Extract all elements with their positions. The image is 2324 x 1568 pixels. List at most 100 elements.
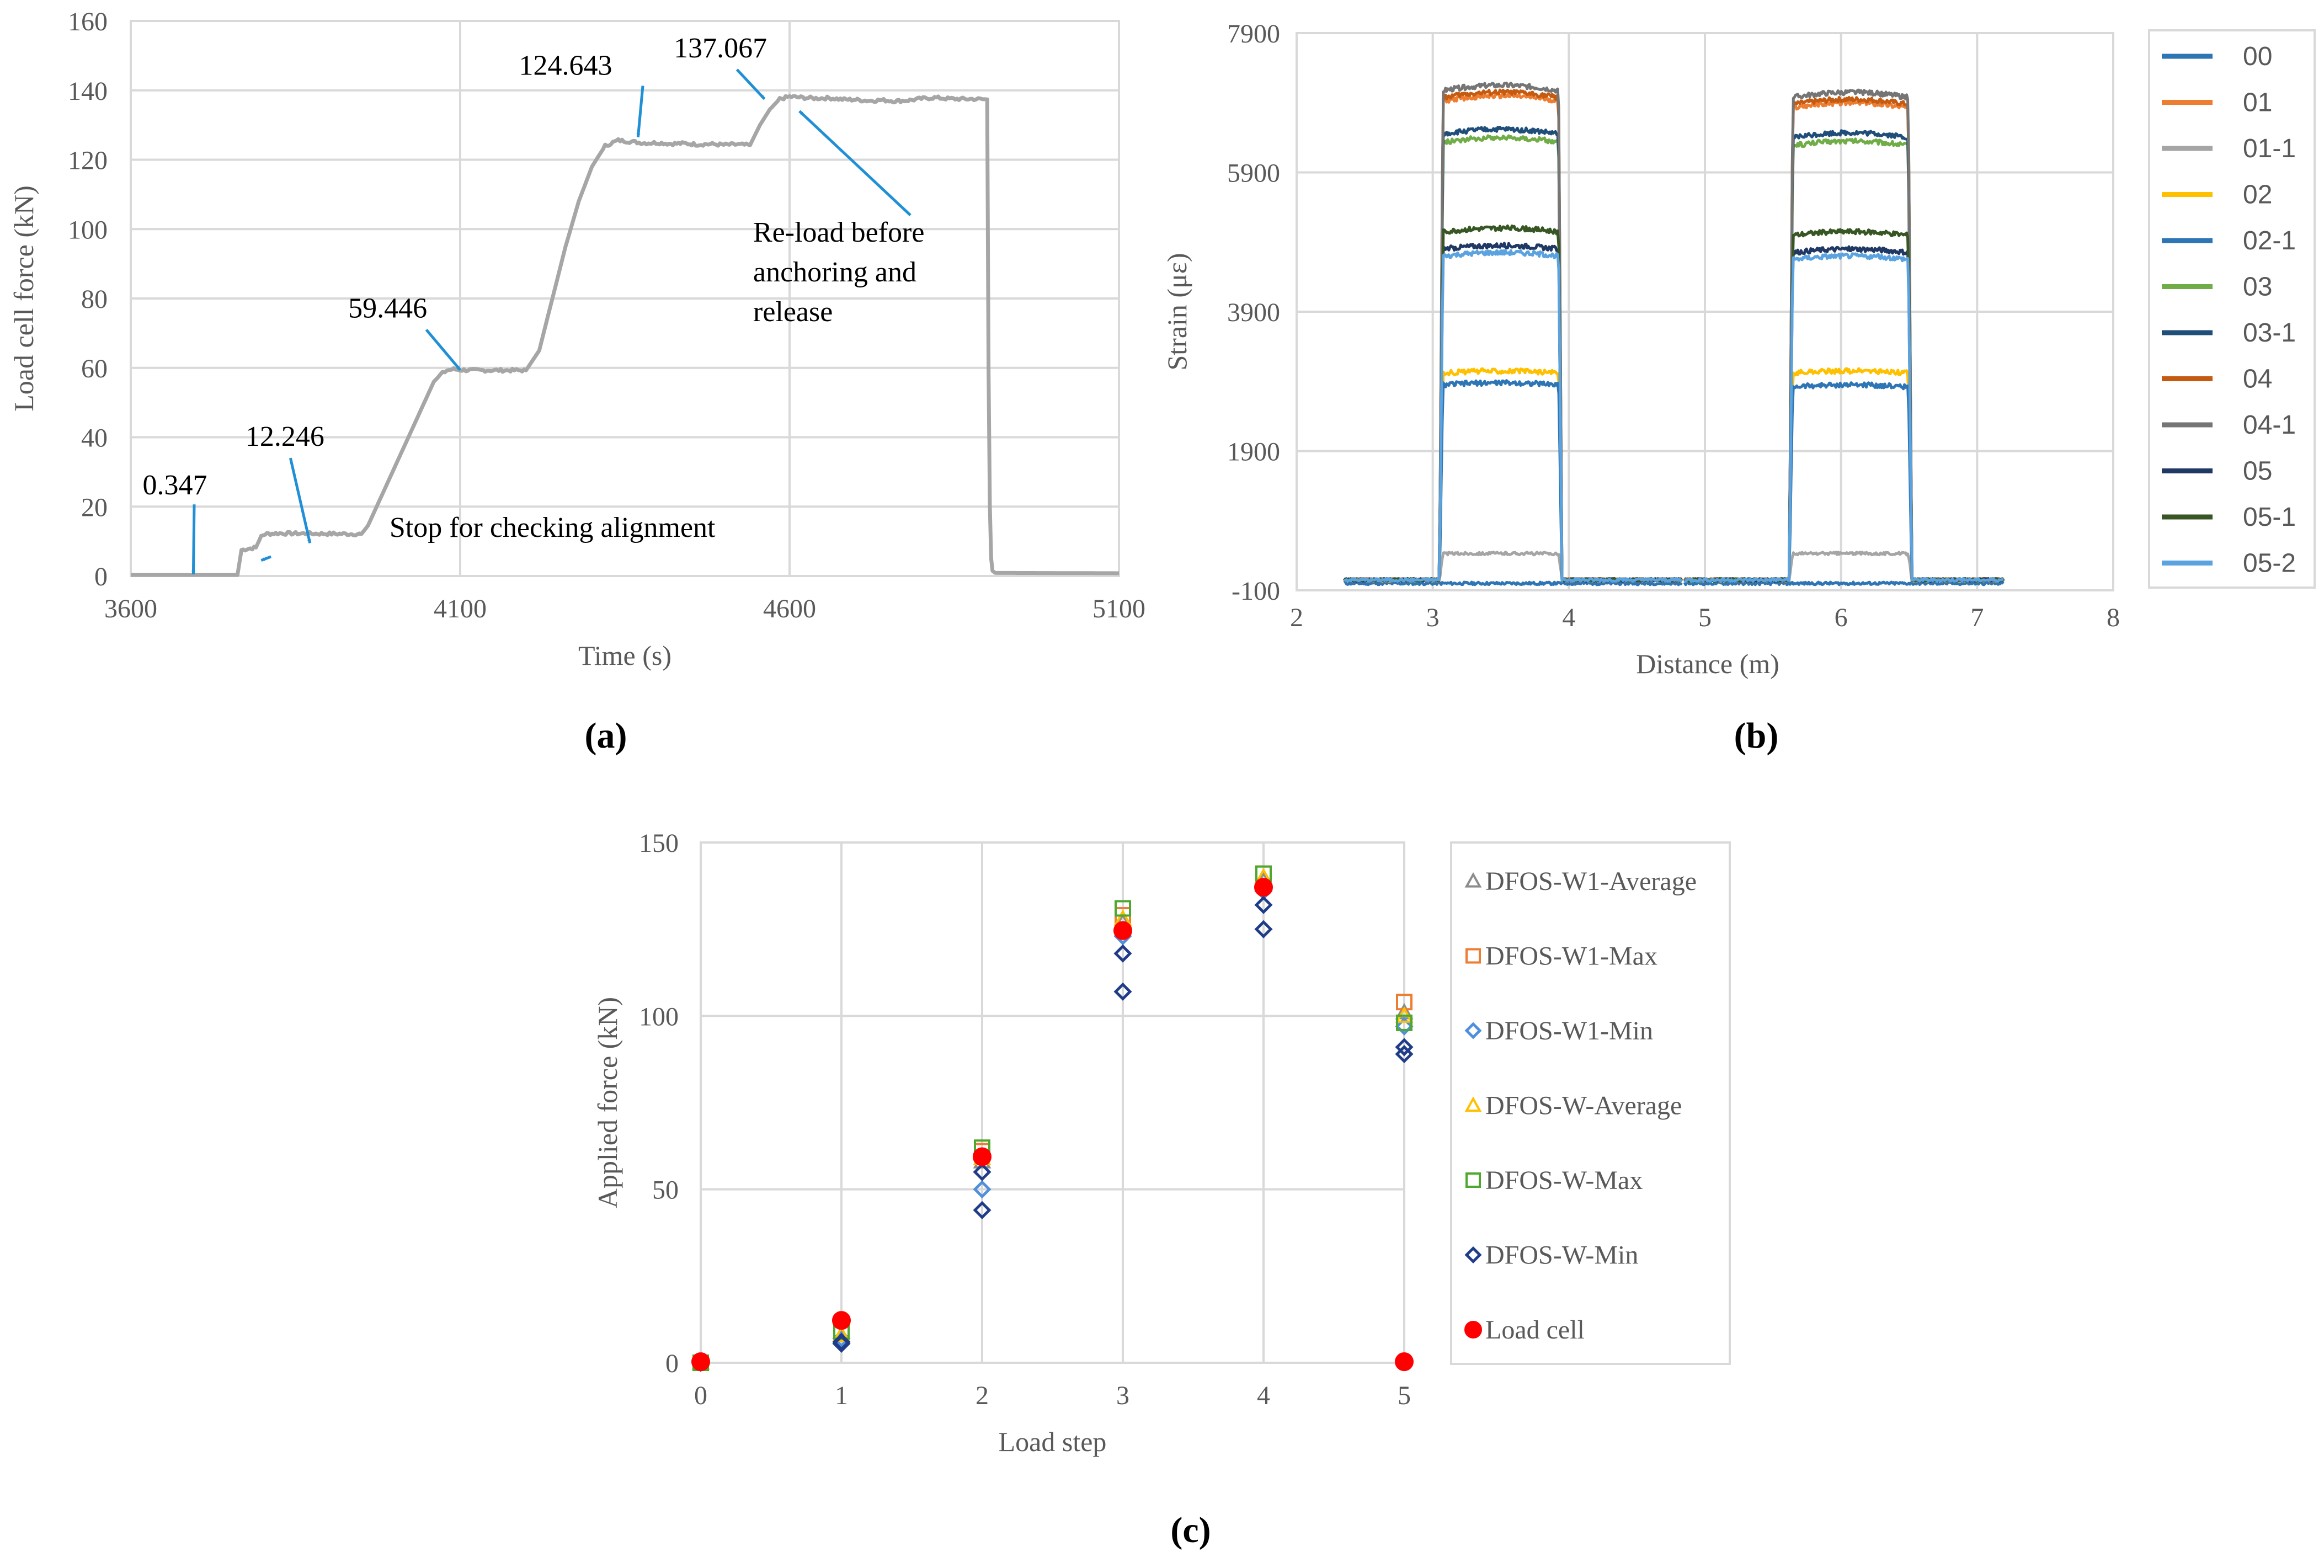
panel-a-callout-arrow — [798, 110, 912, 216]
panel-c-point-Load cell — [1395, 1352, 1414, 1372]
panel-c-legend-marker-DFOS-W1-Max — [1465, 948, 1481, 964]
panel-b-y-tick-label: 5900 — [1227, 159, 1280, 188]
panel-a-annotation-arrow — [636, 86, 644, 138]
panel-c-legend-marker-DFOS-W-Average — [1464, 1096, 1482, 1112]
panel-c-legend-label: DFOS-W1-Average — [1485, 867, 1697, 896]
panel-a-annotation-arrow — [191, 504, 196, 575]
panel-a-x-tick-label: 4100 — [434, 594, 487, 623]
panel-b-series — [1343, 82, 2005, 586]
panel-b-series-line-02-1 — [1343, 379, 2005, 583]
panel-b-legend-label: 02-1 — [2243, 226, 2296, 255]
panel-b: -100 1900 3900 5900 7900 2 3 4 5 6 7 8 00 01 01-1 02 02… — [1161, 19, 2316, 756]
panel-c-label: (c) — [1170, 1510, 1211, 1550]
panel-c-legend-label: DFOS-W1-Max — [1485, 942, 1657, 971]
panel-c-point-Load cell — [973, 1147, 992, 1166]
panel-c-x-tick-label: 4 — [1257, 1381, 1270, 1410]
panel-a-annotation-label: 59.446 — [348, 293, 427, 324]
panel-a-y-tick-label: 80 — [81, 285, 108, 314]
panel-c-point-DFOS-W-Min — [973, 1201, 992, 1219]
panel-c-legend-label: DFOS-W-Min — [1485, 1241, 1638, 1270]
panel-b-legend-label: 04-1 — [2243, 410, 2296, 440]
panel-a-load-line — [131, 94, 1119, 577]
panel-b-legend-label: 00 — [2243, 42, 2272, 71]
panel-a-callout-line: anchoring and — [753, 257, 916, 288]
panel-b-x-tick-label: 4 — [1562, 603, 1575, 632]
panel-a-x-tick-label: 3600 — [104, 594, 157, 623]
panel-a-y-tick-label: 0 — [94, 562, 108, 591]
panel-c-y-tick-label: 50 — [652, 1176, 679, 1205]
panel-c-series — [691, 865, 1414, 1372]
panel-b-y-axis-label: Strain (με) — [1161, 253, 1192, 370]
panel-c-point-DFOS-W-Max — [1396, 1014, 1412, 1031]
panel-a-y-axis-label: Load cell force (kN) — [8, 185, 39, 412]
panel-b-x-tick-label: 3 — [1426, 603, 1440, 632]
panel-b-ticks: -100 1900 3900 5900 7900 2 3 4 5 6 7 8 — [1227, 19, 2120, 632]
panel-a: 0 20 40 60 80 100 120 140 160 3600 4100 4600 5100 0.… — [8, 7, 1145, 756]
panel-a-y-tick-label: 160 — [68, 7, 108, 36]
panel-a-series — [131, 94, 1119, 577]
panel-c-y-tick-label: 0 — [665, 1349, 679, 1378]
panel-c-legend-label: DFOS-W-Average — [1485, 1091, 1682, 1121]
panel-c-legend-marker-DFOS-W-Min — [1464, 1246, 1482, 1264]
panel-a-x-tick-label: 5100 — [1092, 594, 1145, 623]
panel-b-legend-label: 02 — [2243, 180, 2272, 210]
panel-a-annotation-label: 12.246 — [246, 421, 324, 452]
panel-a-annotation-arrow — [289, 457, 312, 543]
panel-b-grid — [1296, 32, 2114, 591]
panel-c-point-Load cell — [1254, 878, 1273, 897]
panel-a-annotation-arrow — [735, 68, 766, 100]
panel-c-legend-marker-Load cell — [1464, 1321, 1482, 1338]
panel-b-x-axis-label: Distance (m) — [1636, 648, 1779, 679]
panel-b-legend-box — [2148, 29, 2316, 589]
panel-b-label: (b) — [1734, 716, 1779, 756]
panel-c-y-axis-label: Applied force (kN) — [592, 997, 623, 1208]
panel-b-legend-label: 03 — [2243, 273, 2272, 302]
panel-c-legend-label: Load cell — [1485, 1315, 1585, 1345]
panel-c-legend-marker-DFOS-W1-Average — [1464, 872, 1482, 888]
panel-b-legend-label: 05-2 — [2243, 549, 2296, 578]
panel-a-y-tick-label: 20 — [81, 493, 108, 522]
panel-c-point-DFOS-W-Min — [1113, 982, 1132, 1001]
panel-c-x-tick-label: 5 — [1398, 1381, 1411, 1410]
panel-b-x-tick-label: 7 — [1970, 603, 1984, 632]
panel-c-legend-label: DFOS-W1-Min — [1485, 1016, 1653, 1046]
panel-a-y-tick-label: 120 — [68, 146, 108, 175]
panel-a-y-tick-label: 100 — [68, 215, 108, 244]
panel-a-annotation-arrow — [425, 328, 461, 371]
panel-b-legend-label: 05-1 — [2243, 503, 2296, 532]
panel-c-point-DFOS-W-Min — [1254, 920, 1273, 938]
panel-b-legend-label: 01-1 — [2243, 134, 2296, 163]
panel-a-x-tick-label: 4600 — [763, 594, 816, 623]
panel-b-legend-label: 01 — [2243, 88, 2272, 118]
panel-c-point-DFOS-W-Min — [1395, 1038, 1414, 1057]
panel-a-label: (a) — [585, 716, 627, 756]
panel-c-x-tick-label: 1 — [835, 1381, 848, 1410]
panel-a-ticks: 0 20 40 60 80 100 120 140 160 3600 4100 4600 5100 — [68, 7, 1145, 623]
panel-c: 0 50 100 150 0 1 2 3 4 5 DFOS-W1-Average DFOS-W1-M… — [592, 829, 1731, 1550]
panel-a-x-axis-label: Time (s) — [578, 640, 671, 671]
panel-b-x-tick-label: 5 — [1698, 603, 1712, 632]
panel-a-grid — [130, 20, 1120, 577]
panel-b-x-tick-label: 6 — [1835, 603, 1848, 632]
panel-c-point-DFOS-W-Min — [832, 1334, 851, 1353]
panel-b-x-tick-label: 8 — [2107, 603, 2120, 632]
panel-c-point-DFOS-W-Min — [1113, 944, 1132, 963]
panel-c-y-tick-label: 150 — [639, 829, 679, 858]
panel-c-point-Load cell — [1113, 921, 1132, 940]
panel-c-point-DFOS-W-Max — [1115, 900, 1131, 917]
panel-b-series-line-01-1 — [1343, 551, 2005, 583]
panel-b-y-tick-label: 7900 — [1227, 19, 1280, 49]
panel-a-callout-line: release — [753, 296, 833, 328]
panel-b-legend-label: 03-1 — [2243, 318, 2296, 348]
panel-c-x-tick-label: 3 — [1116, 1381, 1129, 1410]
panel-a-callout-line: Re-load before — [753, 217, 924, 248]
panel-c-legend-marker-DFOS-W-Max — [1465, 1172, 1481, 1188]
panel-a-annotations: 0.347 12.246 59.446 124.643 137.067 Stop for … — [142, 33, 924, 575]
panel-c-legend-label: DFOS-W-Max — [1485, 1166, 1643, 1195]
panel-a-annotation-label: 124.643 — [519, 50, 612, 81]
panel-b-y-tick-label: 1900 — [1227, 438, 1280, 467]
panel-a-y-tick-label: 140 — [68, 77, 108, 106]
panel-c-point-Load cell — [691, 1352, 710, 1372]
panel-a-annotation-arrow — [260, 555, 272, 562]
